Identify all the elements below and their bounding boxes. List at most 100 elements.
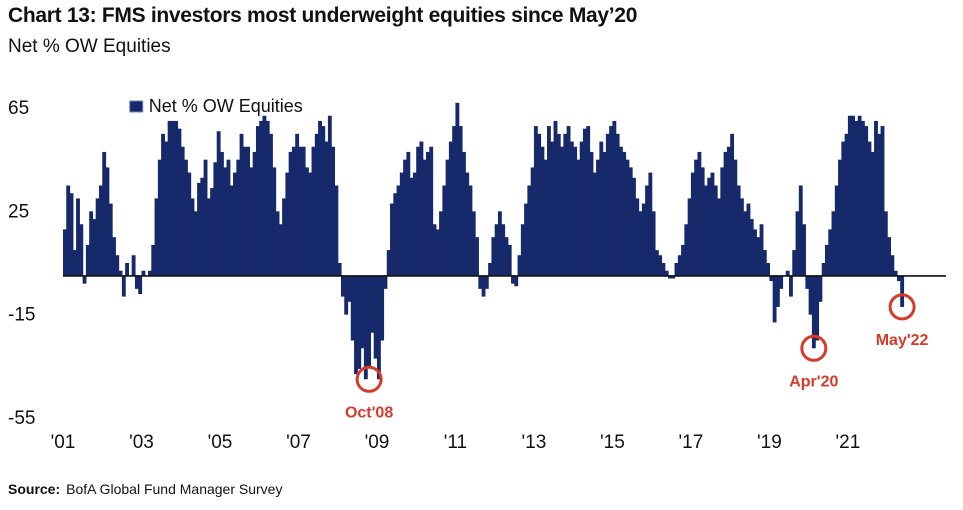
bar: [412, 172, 417, 276]
bar: [494, 224, 499, 276]
y-tick-label: 65: [8, 98, 29, 119]
bar: [291, 146, 296, 276]
bar: [733, 159, 738, 276]
bar: [481, 275, 486, 297]
bar: [399, 172, 404, 276]
bar: [543, 159, 548, 276]
bar: [818, 275, 823, 302]
bar: [439, 211, 443, 276]
bar: [331, 146, 336, 276]
bar: [108, 203, 113, 276]
bar: [95, 198, 100, 276]
bar: [409, 177, 414, 276]
bar: [808, 275, 813, 315]
bar: [589, 151, 594, 276]
bar: [720, 167, 725, 276]
bar: [514, 275, 519, 287]
bar: [255, 126, 260, 276]
bar: [354, 275, 358, 375]
bar: [847, 115, 852, 276]
bar: [511, 275, 515, 284]
bar: [831, 211, 836, 276]
bar: [383, 275, 388, 289]
bar: [890, 255, 895, 276]
bar: [92, 219, 97, 276]
bar: [713, 185, 718, 276]
bar: [445, 159, 450, 276]
y-tick-label: -55: [8, 408, 35, 429]
bar: [661, 263, 666, 276]
bar: [573, 146, 578, 276]
bar: [694, 159, 699, 276]
bar: [340, 275, 345, 297]
bar: [671, 275, 676, 279]
bar: [347, 275, 352, 302]
bar: [183, 159, 188, 276]
bar: [206, 198, 211, 276]
bar: [216, 131, 221, 276]
y-tick-label: -15: [8, 305, 35, 326]
bar: [435, 229, 440, 276]
bar: [599, 141, 604, 276]
bar: [710, 172, 715, 276]
bar: [632, 177, 636, 276]
bar: [484, 275, 489, 289]
bar: [736, 185, 741, 276]
bar: [118, 270, 123, 276]
bar: [213, 162, 218, 276]
bar: [259, 120, 264, 276]
bar: [462, 151, 466, 276]
bar: [560, 146, 564, 276]
bar: [151, 244, 156, 276]
bar: [406, 151, 411, 276]
bar: [452, 126, 457, 276]
bar: [792, 250, 797, 276]
bar: [324, 141, 329, 276]
bar: [638, 211, 643, 276]
bar: [540, 146, 545, 276]
bar: [82, 275, 87, 284]
bar: [426, 151, 430, 276]
bar: [314, 133, 319, 276]
bar: [134, 275, 139, 289]
bar: [308, 172, 313, 276]
bar: [717, 198, 721, 276]
bar: [566, 126, 571, 276]
annotation-label: Apr'20: [789, 373, 838, 390]
bar: [63, 229, 67, 276]
bar: [893, 270, 898, 276]
bar: [896, 275, 901, 282]
annotation-circle: [800, 334, 828, 362]
bar: [298, 146, 303, 276]
bar: [416, 146, 421, 276]
bar: [370, 275, 375, 333]
x-tick-label: '09: [365, 432, 390, 453]
annotation-circle: [355, 365, 383, 393]
bar: [262, 115, 267, 276]
bar: [167, 120, 172, 276]
bar: [311, 146, 316, 276]
bar: [687, 198, 692, 276]
bar: [730, 133, 735, 276]
bar: [200, 177, 205, 276]
bar: [658, 255, 663, 276]
bar: [524, 203, 528, 276]
bar: [900, 275, 905, 307]
bar: [517, 255, 522, 276]
bar: [648, 172, 653, 276]
bar: [605, 133, 610, 276]
bar: [170, 120, 175, 276]
bar: [203, 159, 208, 276]
bar: [360, 275, 365, 349]
bar: [69, 193, 74, 276]
bar: [288, 151, 293, 276]
bar: [697, 151, 702, 276]
bar: [334, 185, 339, 276]
annotation-label: May'22: [876, 332, 929, 349]
bar: [432, 224, 437, 276]
annotation-circle: [888, 293, 916, 321]
legend-label: Net % OW Equities: [149, 96, 303, 116]
bar: [102, 151, 107, 276]
bar: [79, 224, 84, 276]
